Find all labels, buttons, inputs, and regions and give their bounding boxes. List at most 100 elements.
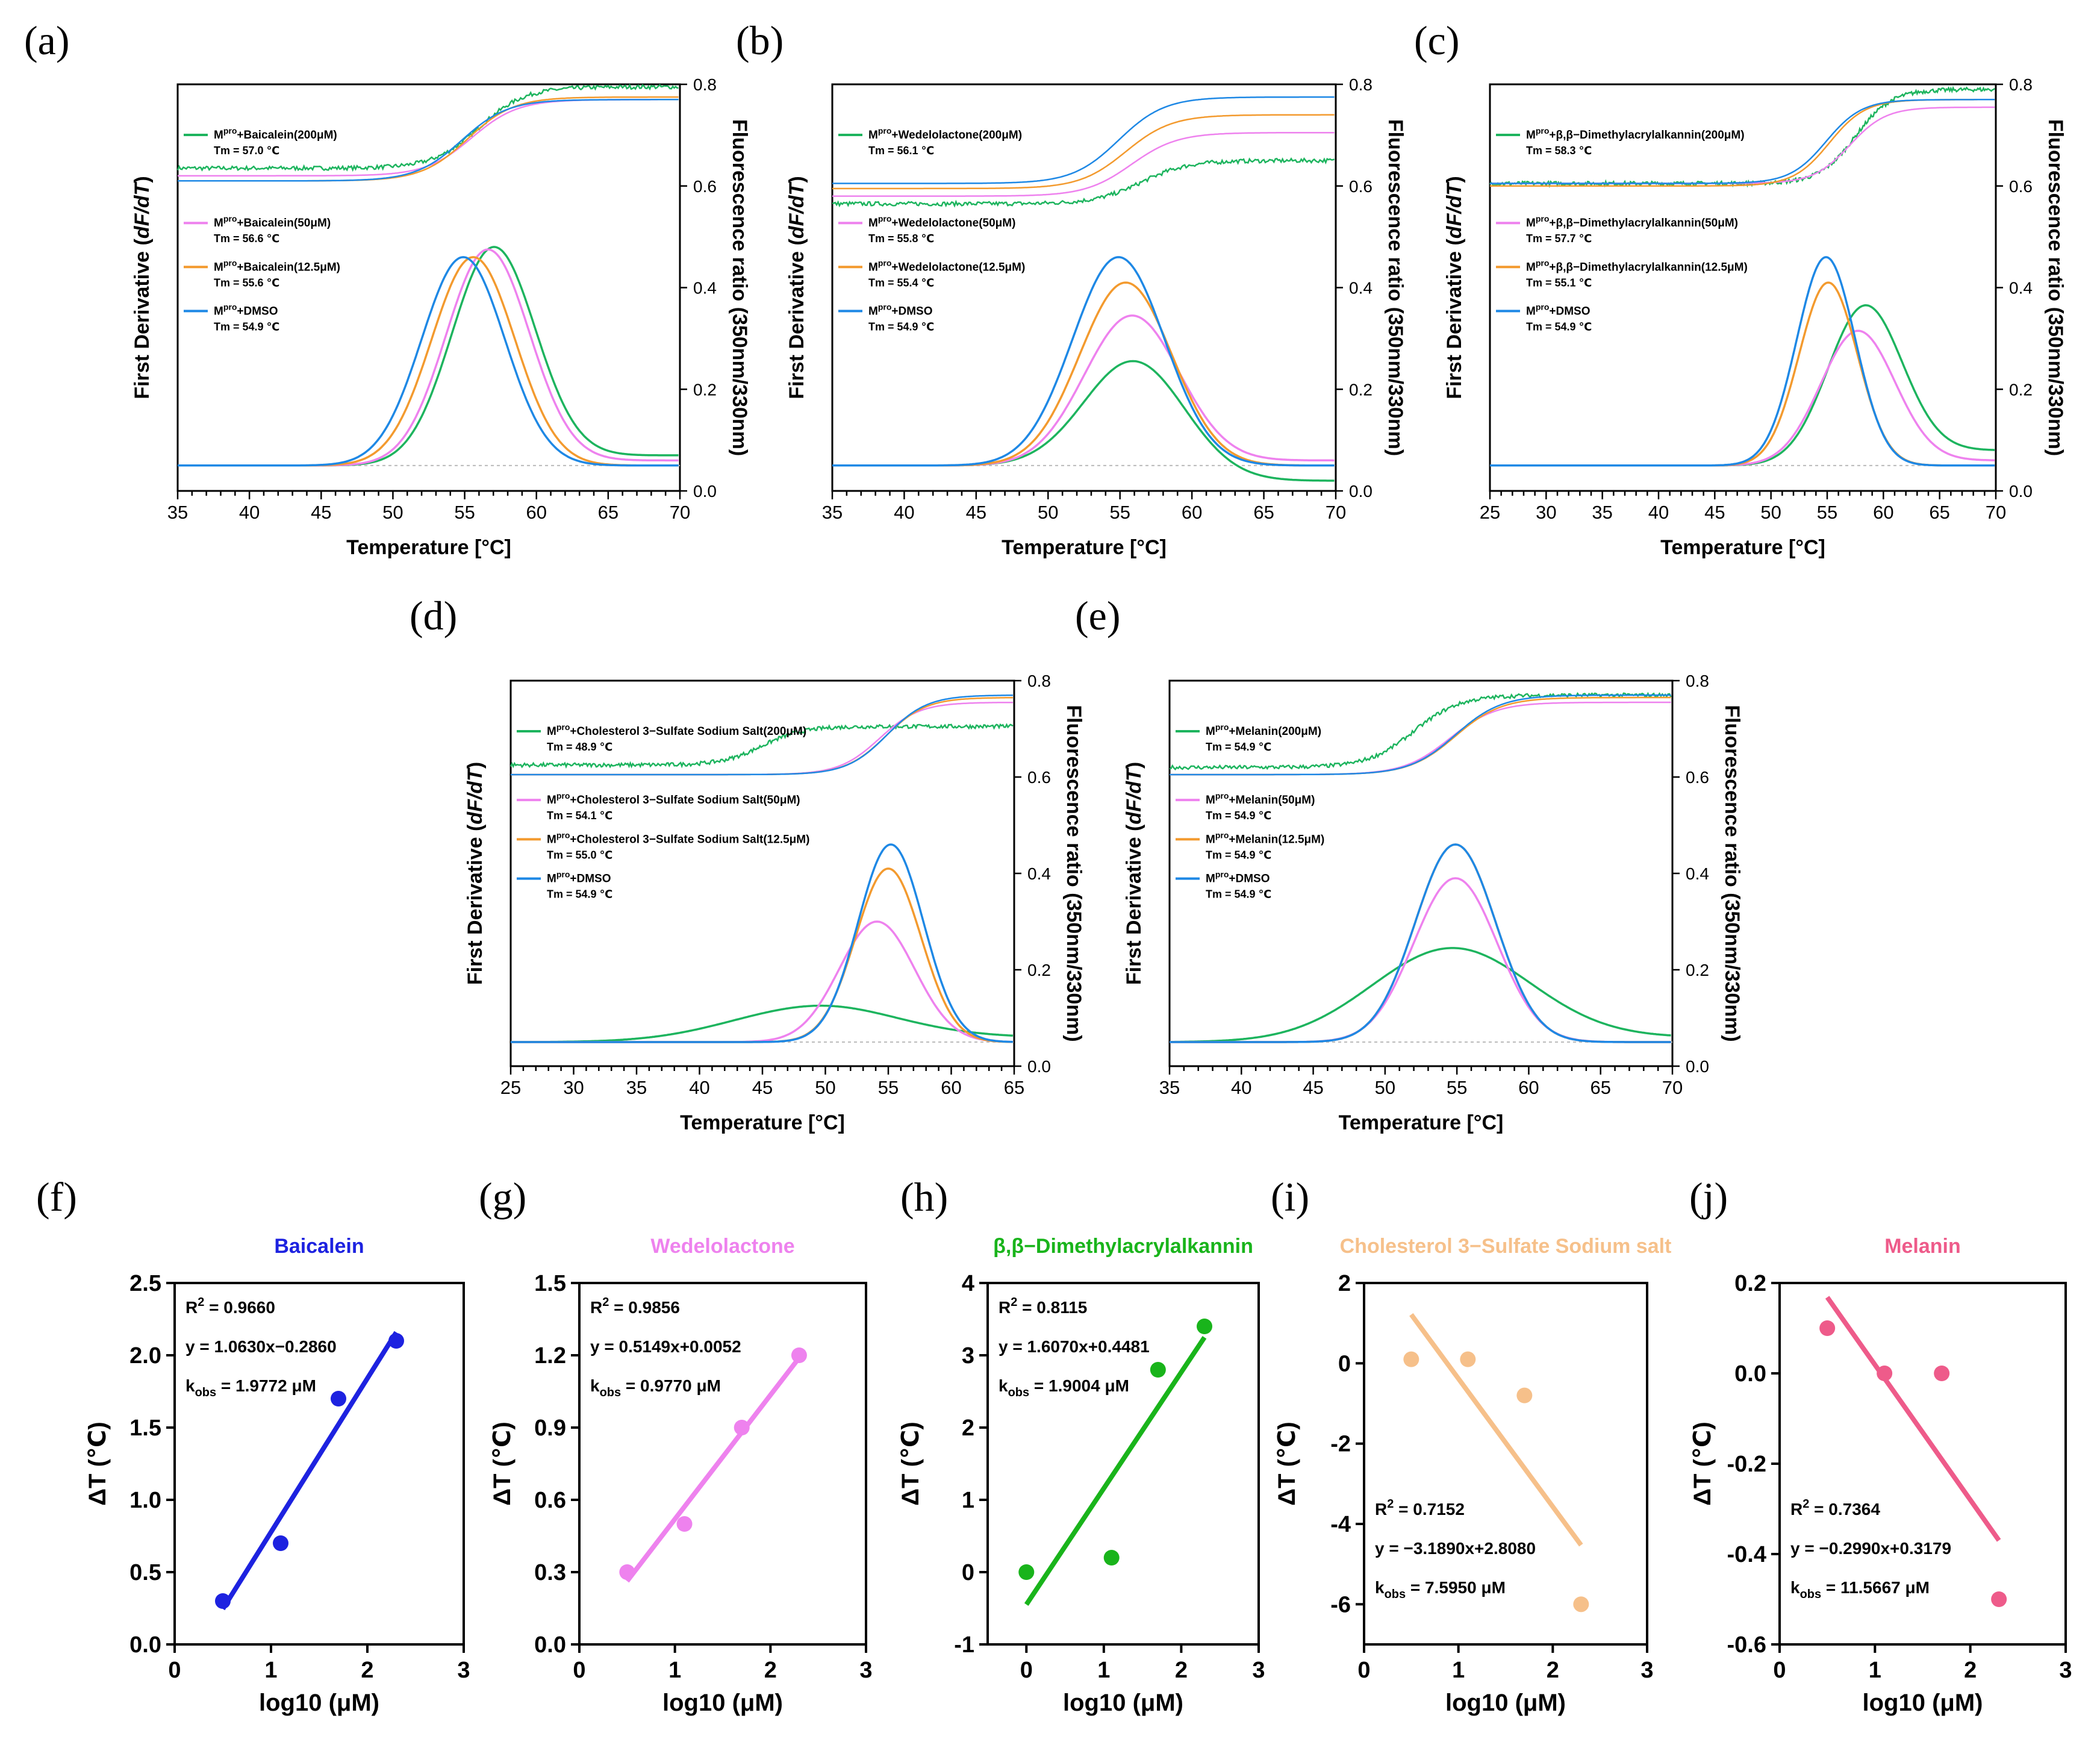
right-axis-label: Fluorescence ratio (350nm/330nm)	[2044, 119, 2067, 456]
x-tick-label: 55	[878, 1077, 899, 1098]
legend-entry: Mpro+Cholesterol 3−Sulfate Sodium Salt(5…	[517, 791, 800, 822]
legend-prefix: M	[868, 217, 878, 229]
legend-compound-name: +β,β−Dimethylacrylalkannin(200μM)	[1549, 129, 1744, 142]
x-axis-label: Temperature [°C]	[1339, 1111, 1504, 1134]
fluorescence-ratio-curve	[176, 83, 679, 172]
label-part: )	[464, 762, 487, 769]
legend-superscript: pro	[556, 791, 570, 801]
label-part: First Derivative (	[464, 824, 487, 985]
x-axis-label: Temperature [°C]	[346, 536, 511, 559]
data-point	[734, 1420, 750, 1435]
x-tick-label: 25	[1480, 502, 1500, 523]
thermal-shift-panel-a: (a) 35 40 45 50 55 60 65 70 Temperature [°C] 0.0 0.…	[24, 17, 751, 559]
legend-superscript: pro	[1215, 722, 1229, 732]
legend-entry: Mpro+β,β−Dimethylacrylalkannin(12.5μM) Tm…	[1496, 258, 1748, 289]
r-value: = 0.7152	[1394, 1500, 1465, 1519]
x-axis-label: log10 (μM)	[1445, 1690, 1566, 1716]
legend-superscript: pro	[1215, 791, 1229, 801]
legend-superscript: pro	[878, 126, 892, 136]
legend-prefix: M	[1206, 873, 1215, 885]
legend-tm: Tm = 54.9 ℃	[1206, 888, 1271, 901]
legend-tm: Tm = 54.9 ℃	[868, 320, 934, 332]
r-letter: R	[185, 1298, 198, 1317]
data-point	[1103, 1550, 1120, 1566]
legend-entry: Mpro+Melanin(200μM) Tm = 54.9 ℃	[1176, 722, 1321, 753]
r-value: = 0.8115	[1017, 1298, 1087, 1317]
y-tick-label: 0	[962, 1560, 974, 1585]
first-derivative-curve	[511, 920, 1013, 1043]
r-value: = 0.7364	[1809, 1500, 1880, 1519]
label-italic: dF/dT	[464, 767, 487, 825]
left-axis-label: First Derivative (dF/dT)	[464, 762, 487, 985]
label-part: First Derivative (	[785, 239, 808, 399]
dose-response-panel: (j) Melanin 0 1 2 3 -0.6 -0.4 -0.2 0.0 0.2 log10 (μ…	[1689, 1174, 2072, 1716]
fit-equation: y = 0.5149x+0.0052	[590, 1337, 741, 1356]
x-tick-label: 35	[822, 502, 843, 523]
legend-entry: Mpro+Wedelolactone(200μM) Tm = 56.1 ℃	[838, 126, 1022, 157]
data-point	[676, 1516, 693, 1532]
x-axis-label: log10 (μM)	[259, 1690, 379, 1716]
fit-equation: y = 1.0630x−0.2860	[185, 1337, 337, 1356]
right-tick-label: 0.2	[1686, 961, 1709, 979]
first-derivative-curve	[832, 314, 1335, 467]
legend-prefix: M	[868, 305, 878, 317]
right-tick-label: 0.6	[1349, 177, 1372, 196]
x-tick-label: 65	[1004, 1077, 1024, 1098]
dose-response-panel: (f) Baicalein 0 1 2 3 0.0 0.5 1.0 1.5 2.0 2.5 log10 …	[36, 1174, 470, 1716]
chart-title: Baicalein	[274, 1235, 364, 1258]
k-letter: k	[1790, 1578, 1800, 1597]
legend-prefix: M	[1206, 794, 1215, 807]
r-value: = 0.9660	[204, 1298, 275, 1317]
legend-prefix: M	[1526, 217, 1536, 229]
fit-equation: y = 1.6070x+0.4481	[999, 1337, 1150, 1356]
x-tick-label: 1	[1097, 1658, 1110, 1683]
legend-compound-name: +β,β−Dimethylacrylalkannin(50μM)	[1549, 217, 1738, 229]
k-obs: kobs = 1.9004 μM	[999, 1376, 1129, 1399]
legend-entry: Mpro+Melanin(12.5μM) Tm = 54.9 ℃	[1176, 830, 1324, 861]
legend-superscript: pro	[556, 830, 570, 840]
panel-label: (d)	[410, 593, 457, 638]
y-axis-label: ΔT (℃)	[489, 1422, 516, 1505]
legend-prefix: M	[214, 261, 223, 273]
fluorescence-ratio-curve	[832, 131, 1335, 197]
legend-tm: Tm = 55.4 ℃	[868, 276, 934, 289]
x-tick-label: 2	[764, 1658, 777, 1683]
regression-line	[1024, 1336, 1207, 1606]
legend-compound: Mpro+Cholesterol 3−Sulfate Sodium Salt(2…	[547, 722, 806, 738]
x-tick-label: 55	[454, 502, 475, 523]
legend-prefix: M	[547, 873, 556, 885]
x-tick-label: 60	[1182, 502, 1202, 523]
k-obs: kobs = 0.9770 μM	[590, 1376, 721, 1399]
right-axis-label: Fluorescence ratio (350nm/330nm)	[1384, 119, 1407, 456]
x-tick-label: 3	[457, 1658, 470, 1683]
right-tick-label: 0.6	[1027, 768, 1051, 787]
legend-compound-name: +Wedelolactone(200μM)	[891, 129, 1022, 142]
x-tick-label: 50	[815, 1077, 835, 1098]
thermal-shift-panel-b: (b) 35 40 45 50 55 60 65 70 Temperature [°C] 0.0 0.…	[736, 17, 1407, 559]
legend-compound: Mpro+Melanin(200μM)	[1206, 722, 1321, 738]
x-tick-label: 35	[626, 1077, 647, 1098]
k-value: = 7.5950 μM	[1406, 1578, 1506, 1597]
data-point	[331, 1391, 346, 1406]
panel-label: (i)	[1271, 1174, 1309, 1220]
y-tick-label: 0.3	[534, 1560, 566, 1585]
dose-response-panel: (h) β,β−Dimethylacrylalkannin 0 1 2 3 -1 0 1 2 3 4 l…	[897, 1174, 1265, 1716]
x-tick-label: 60	[526, 502, 546, 523]
right-tick-label: 0.6	[693, 177, 717, 196]
y-tick-label: -2	[1330, 1432, 1351, 1457]
first-derivative-curve	[1170, 843, 1671, 1043]
right-tick-label: 0.2	[1027, 961, 1051, 979]
r-squared: R2 = 0.9856	[590, 1296, 680, 1317]
x-tick-label: 45	[1303, 1077, 1323, 1098]
y-tick-label: -6	[1330, 1592, 1351, 1617]
k-obs: kobs = 1.9772 μM	[185, 1376, 316, 1399]
x-tick-label: 65	[1590, 1077, 1610, 1098]
left-axis-label: First Derivative (dF/dT)	[1123, 762, 1145, 985]
legend-entry: Mpro+DMSO Tm = 54.9 ℃	[838, 302, 934, 332]
k-letter: k	[590, 1376, 600, 1395]
x-tick-label: 1	[668, 1658, 681, 1683]
data-point	[791, 1347, 807, 1363]
x-tick-label: 2	[1964, 1658, 1977, 1683]
x-tick-label: 0	[168, 1658, 181, 1683]
y-tick-label: -1	[954, 1632, 974, 1658]
